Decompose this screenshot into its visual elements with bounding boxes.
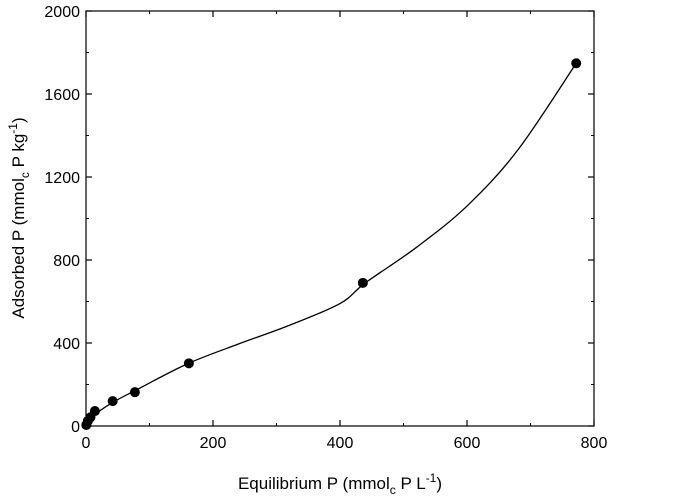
data-point: [129, 387, 140, 398]
data-point: [183, 358, 194, 369]
plot-area: [85, 10, 595, 427]
data-point: [571, 58, 582, 69]
fit-curve: [85, 62, 577, 427]
data-point: [89, 406, 100, 417]
y-axis-title: Adsorbed P (mmolc P kg-1): [6, 117, 32, 318]
x-tick-label: 800: [581, 435, 608, 452]
x-tick-label: 400: [327, 435, 354, 452]
data-points: [81, 58, 582, 430]
data-point: [357, 277, 368, 288]
y-tick-label: 1200: [44, 170, 80, 187]
axis-ticks: [85, 10, 595, 427]
x-tick-label: 0: [82, 435, 91, 452]
x-tick-label: 600: [454, 435, 481, 452]
x-tick-label: 200: [200, 435, 227, 452]
x-axis-title: Equilibrium P (mmolc P L-1): [238, 471, 442, 497]
y-tick-label: 2000: [44, 4, 80, 21]
y-tick-label: 0: [71, 419, 80, 436]
y-tick-label: 400: [53, 336, 80, 353]
axis-tick-labels: 0 200 400 600 800 0 400 800 1200 1600 2000: [44, 4, 607, 452]
data-point: [107, 396, 118, 407]
y-tick-label: 1600: [44, 87, 80, 104]
y-tick-label: 800: [53, 253, 80, 270]
